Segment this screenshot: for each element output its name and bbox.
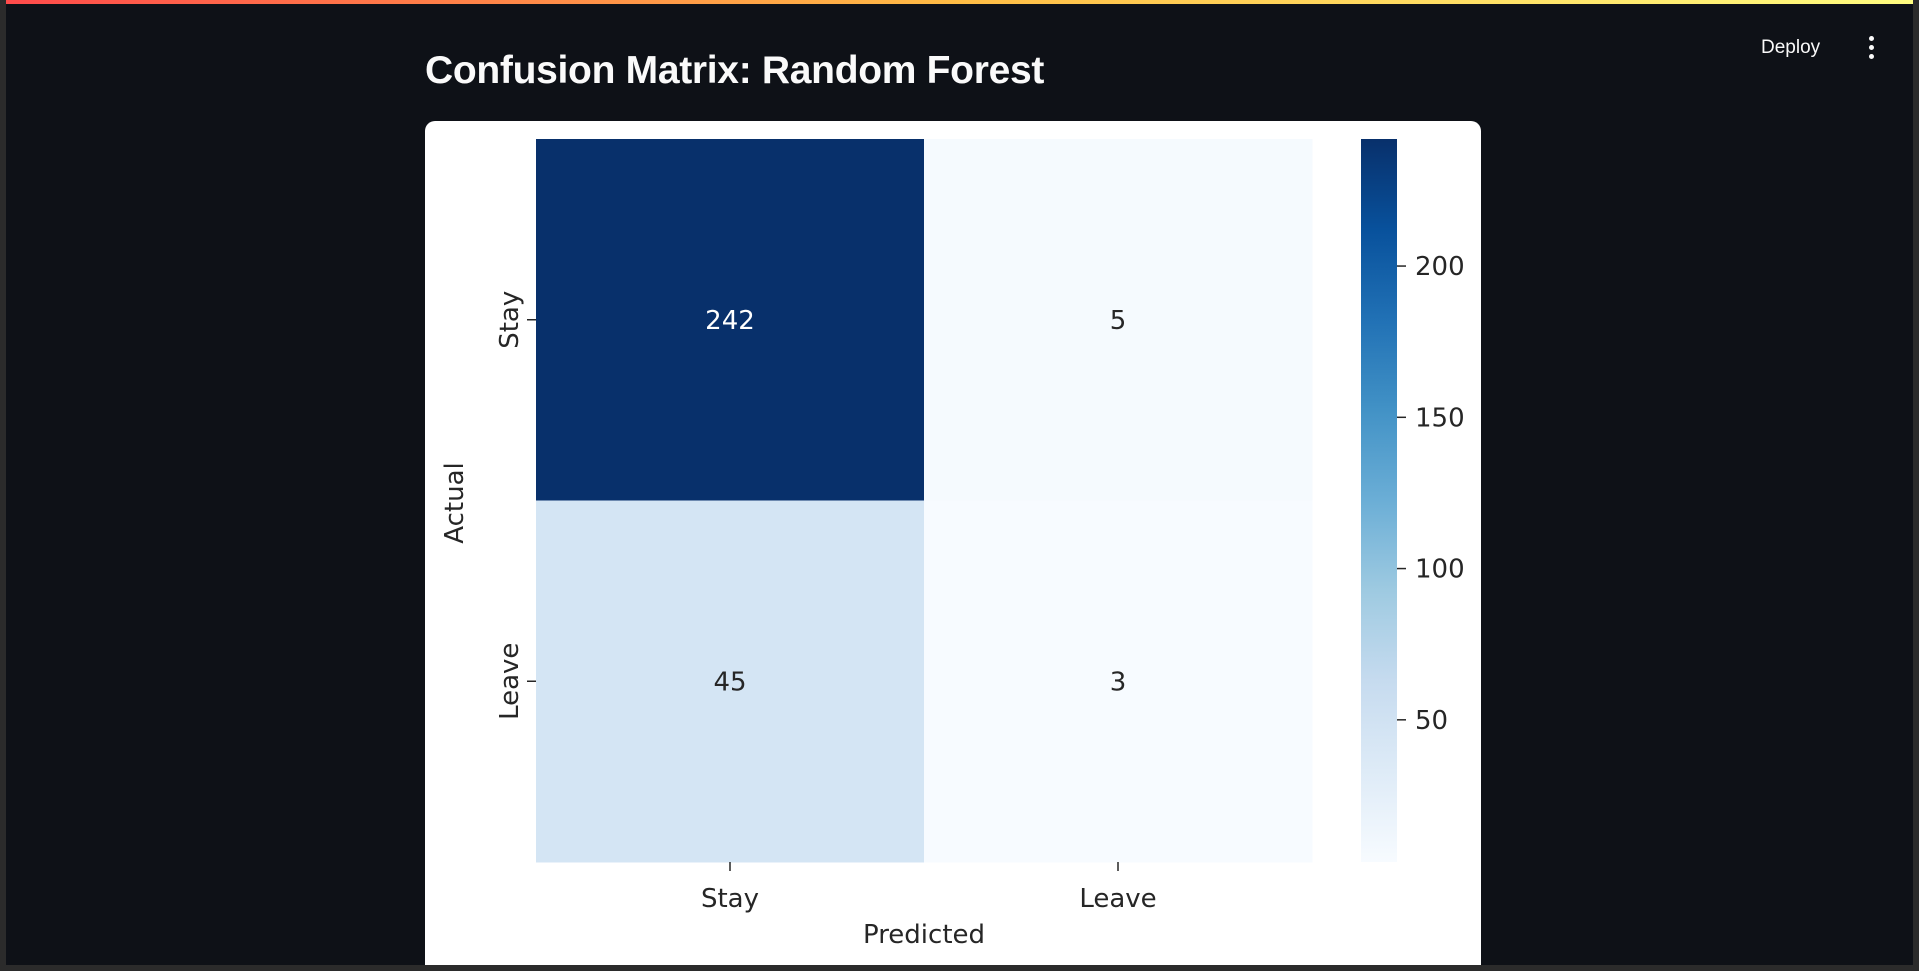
decoration-bar <box>6 0 1913 4</box>
confusion-matrix-chart: 242 5 45 3 Stay Leave Stay Leave 50 100 150 200 P… <box>440 139 1465 950</box>
y-tick-label: Leave <box>495 643 525 720</box>
cell-value-label: 242 <box>705 306 755 336</box>
page-title: Confusion Matrix: Random Forest <box>425 49 1045 92</box>
colorbar-tick-label: 200 <box>1415 252 1465 282</box>
x-axis-label: Predicted <box>863 920 985 950</box>
y-axis-label: Actual <box>440 462 470 543</box>
colorbar <box>1361 139 1397 862</box>
heatmap-cell-stay-leave <box>924 139 1313 501</box>
cell-value-label: 45 <box>713 667 746 697</box>
x-tick-label: Leave <box>1079 884 1156 914</box>
x-tick-label: Stay <box>701 884 759 914</box>
colorbar-tick-label: 150 <box>1415 403 1465 433</box>
heatmap-cell-leave-leave <box>924 500 1313 863</box>
app-root: Deploy Confusion Matrix: Random Forest <box>6 0 1913 965</box>
cell-value-label: 3 <box>1110 667 1127 697</box>
y-tick-label: Stay <box>495 291 525 349</box>
heatmap-cell-leave-stay <box>536 500 925 863</box>
cell-value-label: 5 <box>1110 306 1127 336</box>
kebab-menu-icon[interactable] <box>1859 32 1883 64</box>
heatmap-cell-stay-stay <box>536 139 925 501</box>
colorbar-tick-label: 50 <box>1415 706 1448 736</box>
deploy-button[interactable]: Deploy <box>1761 37 1821 58</box>
colorbar-tick-label: 100 <box>1415 555 1465 585</box>
chart-figure: 242 5 45 3 Stay Leave Stay Leave 50 100 150 200 P… <box>425 121 1481 965</box>
